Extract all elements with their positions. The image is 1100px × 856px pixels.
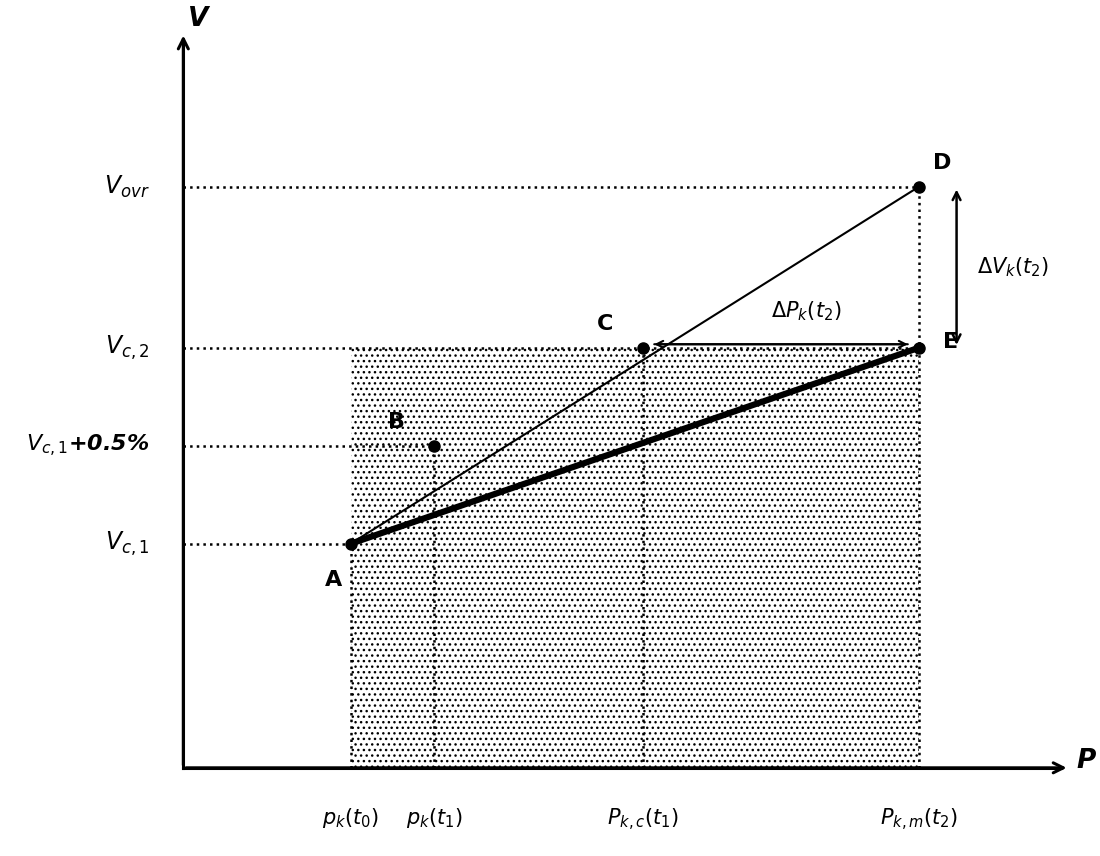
Text: $V_{c,1}$+0.5%: $V_{c,1}$+0.5%: [26, 432, 150, 459]
Text: $\Delta P_k(t_2)$: $\Delta P_k(t_2)$: [771, 300, 842, 324]
Text: E: E: [943, 332, 958, 352]
Text: $V_{c,1}$: $V_{c,1}$: [106, 530, 150, 558]
Text: A: A: [326, 570, 342, 590]
Text: V: V: [188, 6, 209, 32]
Text: $V_{c,2}$: $V_{c,2}$: [106, 334, 150, 362]
Text: $\Delta V_k(t_2)$: $\Delta V_k(t_2)$: [978, 255, 1049, 279]
Text: P: P: [1077, 748, 1096, 774]
Text: $p_k(t_0)$: $p_k(t_0)$: [322, 806, 379, 830]
Text: $V_{ovr}$: $V_{ovr}$: [104, 174, 150, 199]
Text: C: C: [597, 314, 614, 334]
Text: $P_{k,c}(t_1)$: $P_{k,c}(t_1)$: [607, 806, 679, 833]
Text: B: B: [388, 413, 405, 432]
Text: $P_{k,m}(t_2)$: $P_{k,m}(t_2)$: [880, 806, 958, 833]
Text: D: D: [933, 153, 952, 173]
Text: $p_k(t_1)$: $p_k(t_1)$: [406, 806, 463, 830]
